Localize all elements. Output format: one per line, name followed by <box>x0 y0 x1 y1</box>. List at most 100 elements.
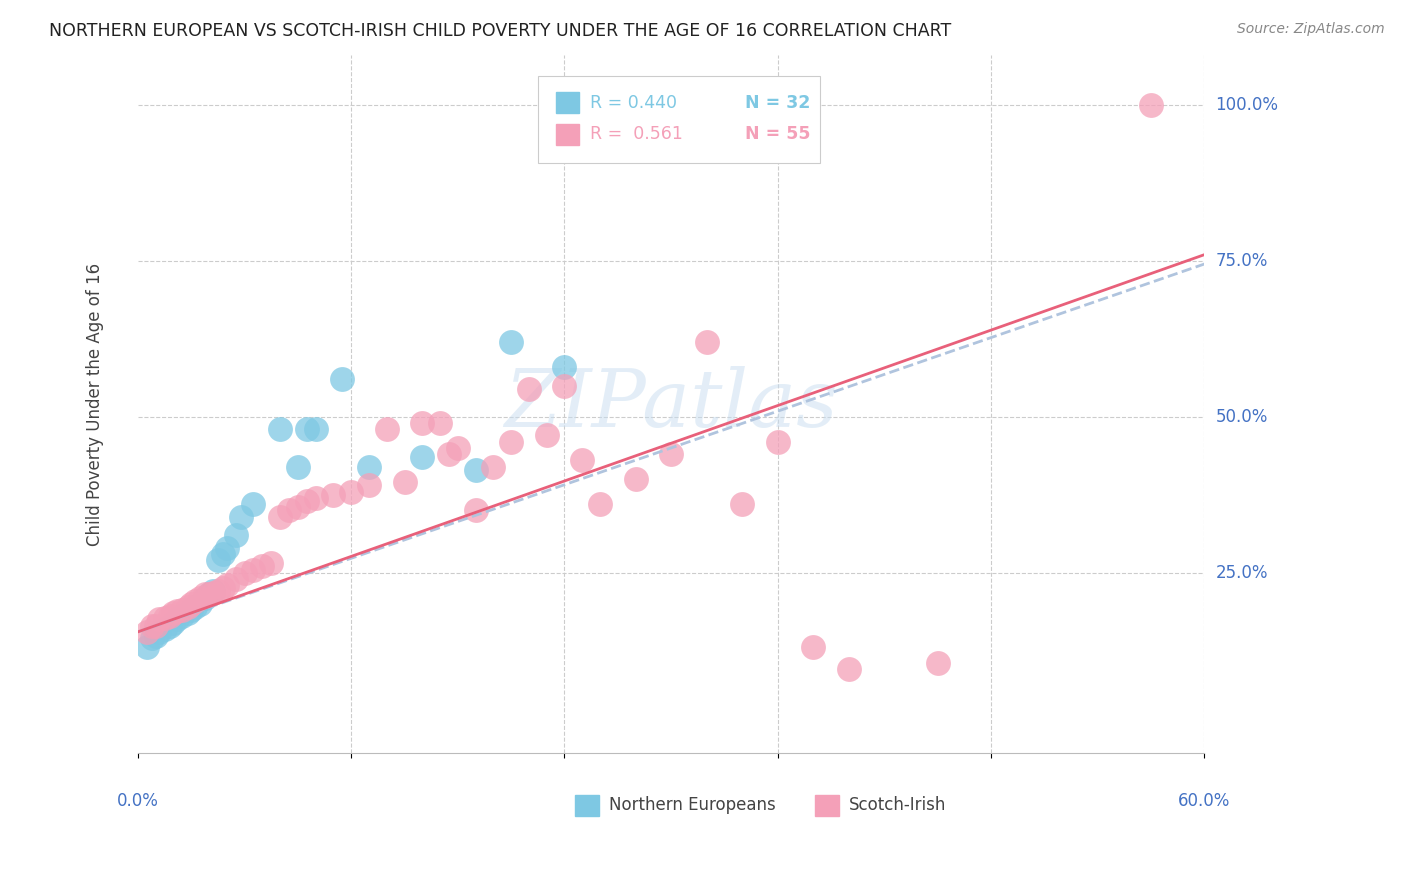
Point <box>269 422 291 436</box>
Text: Child Poverty Under the Age of 16: Child Poverty Under the Age of 16 <box>86 263 104 546</box>
Point <box>357 459 380 474</box>
Point <box>172 603 194 617</box>
Point <box>166 604 188 618</box>
Point <box>553 378 575 392</box>
Point <box>517 382 540 396</box>
Text: 0.0%: 0.0% <box>117 792 159 810</box>
Point <box>501 434 523 449</box>
Point <box>838 662 860 676</box>
Point <box>801 640 824 655</box>
Point <box>176 599 198 614</box>
Point <box>464 463 486 477</box>
Point <box>589 497 612 511</box>
Point <box>145 629 167 643</box>
Point <box>225 528 247 542</box>
Point <box>501 334 523 349</box>
Point <box>159 609 181 624</box>
Point <box>553 359 575 374</box>
Point <box>135 624 157 639</box>
Point <box>225 572 247 586</box>
Text: 75.0%: 75.0% <box>1216 252 1268 270</box>
Point <box>322 488 344 502</box>
Point <box>731 497 754 511</box>
Point <box>624 472 647 486</box>
Point <box>394 475 416 490</box>
Point <box>188 597 211 611</box>
Point <box>696 334 718 349</box>
Point <box>287 459 309 474</box>
Point <box>269 509 291 524</box>
Point <box>215 578 238 592</box>
Point <box>153 622 176 636</box>
Point <box>429 416 451 430</box>
Point <box>252 559 274 574</box>
Point <box>148 624 170 639</box>
Point <box>212 547 235 561</box>
Text: Northern Europeans: Northern Europeans <box>609 796 776 814</box>
Point <box>166 612 188 626</box>
Point <box>184 593 207 607</box>
Point <box>295 422 318 436</box>
Point <box>194 587 217 601</box>
Point <box>464 503 486 517</box>
Point <box>927 656 949 670</box>
Point <box>201 585 224 599</box>
Point <box>447 441 470 455</box>
Point <box>180 603 202 617</box>
Point <box>148 612 170 626</box>
Point <box>198 587 221 601</box>
Point <box>260 556 283 570</box>
Text: N = 55: N = 55 <box>745 125 810 143</box>
Point <box>180 597 202 611</box>
Point <box>194 591 217 605</box>
Point <box>141 618 163 632</box>
Point <box>207 553 229 567</box>
Point <box>176 606 198 620</box>
Point <box>198 587 221 601</box>
Text: Source: ZipAtlas.com: Source: ZipAtlas.com <box>1237 22 1385 37</box>
Bar <box>575 795 599 815</box>
Point <box>536 428 558 442</box>
Text: N = 32: N = 32 <box>745 94 810 112</box>
Point <box>411 450 433 465</box>
Point <box>141 631 163 645</box>
Point <box>145 618 167 632</box>
Bar <box>815 795 838 815</box>
Text: ZIPatlas: ZIPatlas <box>505 366 838 443</box>
Text: 100.0%: 100.0% <box>1216 96 1278 114</box>
Point <box>135 640 157 655</box>
Point <box>229 509 252 524</box>
Point <box>437 447 460 461</box>
Text: Scotch-Irish: Scotch-Irish <box>849 796 946 814</box>
Point <box>162 606 184 620</box>
Point <box>278 503 301 517</box>
Point <box>304 491 326 505</box>
Point <box>304 422 326 436</box>
Point <box>357 478 380 492</box>
Point <box>340 484 363 499</box>
Point <box>215 541 238 555</box>
Text: R = 0.440: R = 0.440 <box>591 94 678 112</box>
Point <box>233 566 256 580</box>
Point <box>411 416 433 430</box>
Point <box>287 500 309 515</box>
Point <box>207 584 229 599</box>
Point <box>1140 98 1163 112</box>
Point <box>201 584 224 599</box>
Text: 25.0%: 25.0% <box>1216 564 1268 582</box>
Point <box>242 562 264 576</box>
Text: 50.0%: 50.0% <box>1216 408 1268 425</box>
Point <box>766 434 789 449</box>
Point <box>330 372 353 386</box>
Point <box>571 453 593 467</box>
Point <box>375 422 398 436</box>
Point <box>159 618 181 632</box>
Text: R =  0.561: R = 0.561 <box>591 125 683 143</box>
Point <box>162 615 184 630</box>
Point <box>659 447 682 461</box>
Point <box>172 609 194 624</box>
Point <box>188 591 211 605</box>
Point <box>242 497 264 511</box>
Point <box>295 494 318 508</box>
Point <box>184 599 207 614</box>
